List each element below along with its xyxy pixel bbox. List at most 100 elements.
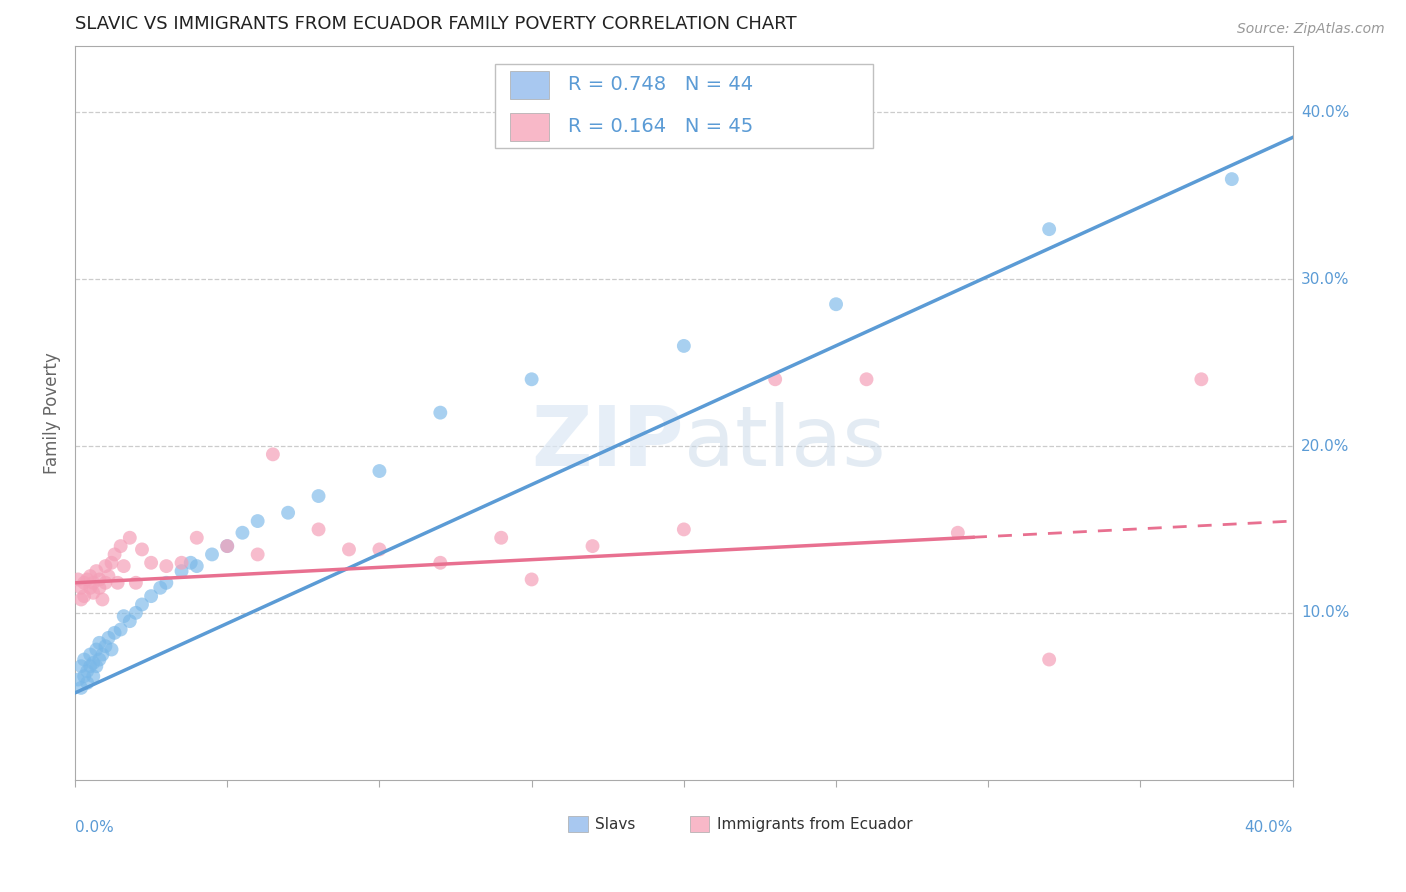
- Point: [70, 659, 93, 673]
- FancyBboxPatch shape: [510, 113, 548, 141]
- Point: [149, 581, 172, 595]
- FancyBboxPatch shape: [568, 816, 588, 832]
- Point: [155, 559, 177, 574]
- Text: Immigrants from Ecuador: Immigrants from Ecuador: [717, 817, 912, 832]
- Point: [277, 506, 299, 520]
- Point: [231, 525, 253, 540]
- Point: [131, 598, 153, 612]
- Point: [79, 581, 101, 595]
- Point: [118, 614, 141, 628]
- Point: [855, 372, 877, 386]
- Point: [94, 559, 117, 574]
- Text: 40.0%: 40.0%: [1301, 105, 1350, 120]
- Point: [91, 592, 114, 607]
- Point: [82, 656, 104, 670]
- Point: [94, 575, 117, 590]
- Point: [672, 523, 695, 537]
- Point: [581, 539, 603, 553]
- Point: [131, 542, 153, 557]
- Point: [217, 539, 239, 553]
- Point: [201, 548, 224, 562]
- Point: [125, 575, 148, 590]
- Text: atlas: atlas: [683, 401, 886, 483]
- Point: [86, 564, 108, 578]
- Point: [79, 569, 101, 583]
- Point: [100, 642, 122, 657]
- Point: [79, 659, 101, 673]
- Point: [246, 514, 269, 528]
- Point: [82, 669, 104, 683]
- FancyBboxPatch shape: [690, 816, 710, 832]
- Point: [217, 539, 239, 553]
- Point: [97, 631, 120, 645]
- Point: [155, 575, 177, 590]
- Point: [763, 372, 786, 386]
- Point: [825, 297, 848, 311]
- Point: [186, 559, 208, 574]
- Point: [73, 589, 96, 603]
- Point: [73, 669, 96, 683]
- Point: [89, 573, 111, 587]
- Point: [100, 556, 122, 570]
- Point: [70, 592, 93, 607]
- FancyBboxPatch shape: [495, 64, 873, 148]
- Point: [308, 523, 330, 537]
- Point: [429, 556, 451, 570]
- Text: Source: ZipAtlas.com: Source: ZipAtlas.com: [1237, 22, 1385, 37]
- Point: [76, 664, 98, 678]
- Point: [118, 531, 141, 545]
- Point: [946, 525, 969, 540]
- Point: [262, 447, 284, 461]
- Text: 0.0%: 0.0%: [75, 820, 114, 835]
- Point: [97, 569, 120, 583]
- Text: SLAVIC VS IMMIGRANTS FROM ECUADOR FAMILY POVERTY CORRELATION CHART: SLAVIC VS IMMIGRANTS FROM ECUADOR FAMILY…: [75, 15, 797, 33]
- Point: [308, 489, 330, 503]
- Point: [125, 606, 148, 620]
- Point: [89, 652, 111, 666]
- Point: [103, 548, 125, 562]
- Point: [110, 623, 132, 637]
- Point: [520, 573, 543, 587]
- Point: [70, 581, 93, 595]
- Point: [1038, 652, 1060, 666]
- Point: [73, 652, 96, 666]
- Point: [103, 625, 125, 640]
- Point: [1189, 372, 1212, 386]
- Point: [76, 573, 98, 587]
- Text: 10.0%: 10.0%: [1301, 606, 1350, 620]
- Point: [337, 542, 360, 557]
- Point: [107, 575, 129, 590]
- Point: [1220, 172, 1243, 186]
- Point: [368, 464, 391, 478]
- Point: [489, 531, 512, 545]
- Point: [186, 531, 208, 545]
- Point: [67, 573, 90, 587]
- Point: [89, 636, 111, 650]
- Point: [76, 676, 98, 690]
- Text: R = 0.164   N = 45: R = 0.164 N = 45: [568, 117, 754, 136]
- Point: [86, 659, 108, 673]
- Point: [139, 556, 162, 570]
- FancyBboxPatch shape: [510, 71, 548, 99]
- Point: [170, 564, 193, 578]
- Point: [94, 639, 117, 653]
- Point: [73, 575, 96, 590]
- Point: [70, 681, 93, 695]
- Text: ZIP: ZIP: [531, 401, 683, 483]
- Text: 20.0%: 20.0%: [1301, 439, 1350, 453]
- Point: [368, 542, 391, 557]
- Point: [91, 648, 114, 662]
- Point: [110, 539, 132, 553]
- Text: 40.0%: 40.0%: [1244, 820, 1292, 835]
- Point: [67, 673, 90, 687]
- Point: [520, 372, 543, 386]
- Point: [82, 586, 104, 600]
- Point: [1038, 222, 1060, 236]
- Point: [112, 559, 135, 574]
- Point: [89, 581, 111, 595]
- Point: [170, 556, 193, 570]
- Point: [139, 589, 162, 603]
- Point: [112, 609, 135, 624]
- Y-axis label: Family Poverty: Family Poverty: [44, 351, 60, 474]
- Text: Slavs: Slavs: [595, 817, 636, 832]
